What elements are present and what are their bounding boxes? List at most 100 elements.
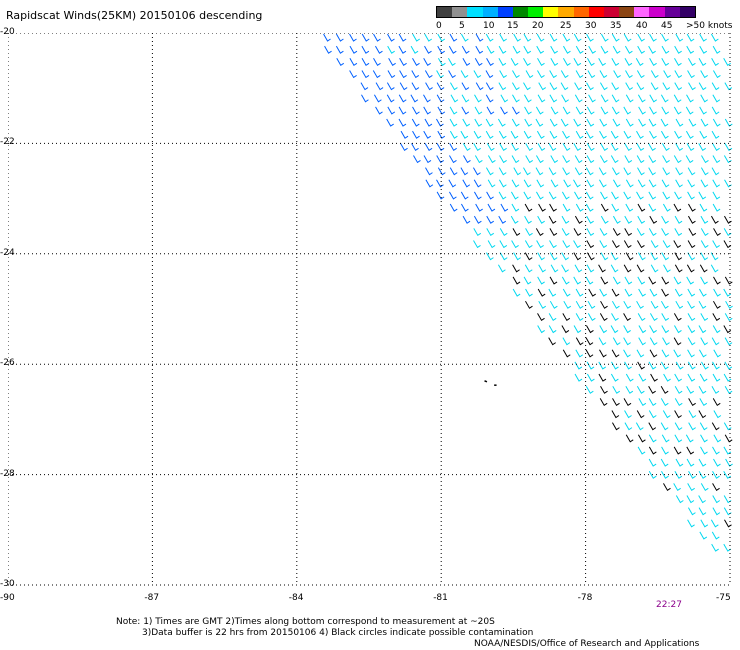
- wind-barb: [410, 45, 419, 54]
- wind-barb: [624, 228, 632, 237]
- wind-barb: [511, 155, 520, 164]
- wind-barb: [586, 252, 595, 261]
- wind-barb: [673, 337, 682, 346]
- wind-barb: [437, 33, 446, 42]
- wind-barb: [612, 385, 621, 394]
- wind-barb: [710, 252, 719, 261]
- wind-barb: [700, 70, 708, 79]
- wind-barb: [538, 203, 546, 212]
- wind-barb: [562, 130, 570, 139]
- wind-barb: [661, 313, 670, 322]
- wind-barb: [624, 58, 633, 67]
- wind-barb: [661, 276, 670, 285]
- wind-barb: [447, 58, 456, 67]
- wind-barb: [673, 155, 682, 164]
- wind-barb: [663, 483, 671, 492]
- wind-barb: [575, 45, 584, 54]
- wind-barb: [563, 300, 572, 309]
- wind-barb: [636, 349, 645, 358]
- colorbar-segment: [619, 7, 635, 17]
- wind-barb: [713, 276, 721, 285]
- wind-barb: [536, 33, 545, 42]
- latitude-label: -24: [0, 247, 15, 258]
- wind-barb: [660, 94, 669, 103]
- wind-barb: [525, 228, 533, 237]
- wind-barb: [710, 264, 719, 273]
- wind-barb: [486, 228, 495, 237]
- wind-barb: [600, 33, 609, 42]
- wind-barb: [485, 130, 494, 139]
- wind-barb: [625, 118, 634, 127]
- wind-barb: [698, 349, 707, 358]
- wind-barb: [600, 215, 609, 224]
- wind-barb: [538, 264, 547, 273]
- wind-barb: [524, 118, 533, 127]
- time-label: 22:27: [656, 600, 682, 610]
- colorbar-label: 10: [483, 21, 495, 31]
- wind-barb: [549, 130, 558, 139]
- wind-barb: [486, 45, 495, 54]
- wind-barb: [649, 33, 657, 42]
- wind-barb: [713, 228, 721, 237]
- wind-barb: [650, 240, 659, 249]
- wind-barb: [699, 398, 708, 407]
- wind-barb: [562, 337, 571, 346]
- wind-barb: [611, 106, 620, 115]
- wind-barb: [687, 179, 696, 188]
- wind-barb: [610, 252, 619, 261]
- wind-barb: [675, 33, 684, 42]
- wind-barb: [610, 325, 619, 334]
- wind-barb: [712, 507, 721, 516]
- wind-barb: [548, 167, 557, 176]
- wind-barb: [474, 155, 483, 164]
- wind-barb: [549, 252, 558, 261]
- wind-barb: [624, 288, 633, 297]
- wind-barb: [712, 470, 720, 479]
- wind-barb: [661, 470, 669, 479]
- wind-barb: [673, 94, 682, 103]
- wind-barb: [436, 94, 445, 103]
- wind-barb: [387, 45, 395, 54]
- wind-barb: [636, 70, 645, 79]
- wind-barb: [710, 33, 719, 42]
- wind-barb: [673, 483, 681, 492]
- wind-barb: [499, 70, 507, 79]
- wind-barb: [562, 313, 571, 322]
- colorbar-segment: [528, 7, 544, 17]
- wind-barb: [423, 94, 431, 103]
- wind-barb: [524, 106, 532, 115]
- wind-barb: [586, 155, 595, 164]
- wind-barb: [398, 118, 407, 127]
- wind-barb: [512, 276, 521, 285]
- wind-barb: [688, 422, 696, 431]
- wind-barb: [698, 325, 707, 334]
- wind-barb: [611, 240, 620, 249]
- wind-barb: [699, 422, 708, 431]
- wind-barb: [700, 252, 709, 261]
- wind-barb: [649, 215, 658, 224]
- wind-barb: [611, 33, 620, 42]
- map-title: Rapidscat Winds(25KM) 20150106 descendin…: [6, 9, 263, 22]
- wind-barb: [561, 215, 570, 224]
- wind-barb: [700, 94, 709, 103]
- wind-barb: [425, 167, 433, 176]
- wind-barb: [698, 143, 706, 152]
- wind-barb: [548, 288, 557, 297]
- wind-barb: [723, 325, 732, 334]
- wind-barb: [486, 215, 495, 224]
- wind-barb: [625, 252, 634, 261]
- wind-barb: [573, 240, 581, 249]
- wind-barb: [700, 313, 709, 322]
- wind-barb: [648, 45, 656, 54]
- colorbar-segment: [543, 7, 559, 17]
- wind-barb: [685, 130, 694, 139]
- wind-barb: [561, 325, 570, 334]
- wind-barb: [712, 70, 721, 79]
- wind-barb: [349, 70, 357, 79]
- wind-barb: [498, 58, 507, 67]
- wind-barb: [674, 373, 682, 382]
- wind-barb: [674, 422, 683, 431]
- wind-barb: [674, 470, 683, 479]
- wind-barb: [560, 82, 569, 91]
- wind-barb: [713, 434, 722, 443]
